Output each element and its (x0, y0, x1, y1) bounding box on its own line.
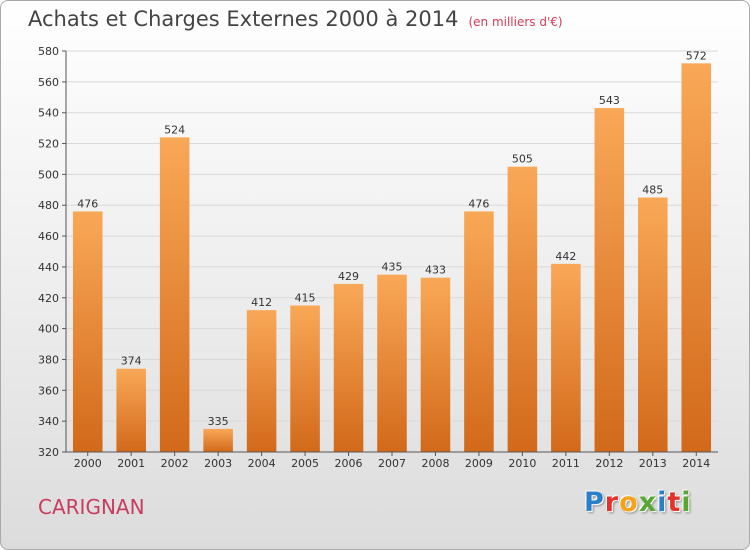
city-name: CARIGNAN (38, 495, 145, 519)
bar-2003 (203, 428, 233, 452)
chart-subtitle: (en milliers d'€) (468, 15, 563, 29)
x-tick-label-2004: 2004 (248, 457, 276, 470)
bar-2013 (638, 197, 668, 452)
data-label-2013: 485 (642, 184, 663, 197)
logo-letter: t (667, 487, 682, 518)
axis-layer (62, 50, 718, 456)
bar-2011 (551, 263, 581, 452)
bar-2004 (246, 310, 277, 452)
bar-2014 (681, 63, 712, 452)
y-tick-label: 400 (38, 323, 59, 336)
bar-2006 (333, 283, 364, 452)
bar-2007 (377, 274, 407, 452)
logo-letter: x (638, 487, 658, 518)
y-tick-label: 580 (38, 45, 59, 58)
data-label-2012: 543 (599, 94, 620, 107)
bar-2009 (464, 211, 494, 452)
proxiti-logo: Proxiti (584, 487, 692, 518)
logo-letter: i (681, 487, 692, 518)
chart-title: Achats et Charges Externes 2000 à 2014 (e… (28, 7, 563, 31)
y-tick-label: 440 (38, 261, 59, 274)
x-tick-label-2012: 2012 (595, 457, 623, 470)
data-label-2002: 524 (164, 123, 185, 136)
bar-2001 (116, 368, 146, 452)
x-tick-label-2010: 2010 (508, 457, 536, 470)
logo-letter: o (619, 487, 639, 518)
x-tick-label-2014: 2014 (682, 457, 710, 470)
y-tick-label: 540 (38, 107, 59, 120)
x-tick-label-2006: 2006 (335, 457, 363, 470)
x-tick-label-2011: 2011 (552, 457, 580, 470)
y-tick-label: 480 (38, 199, 59, 212)
label-layer: 320 340 360 380 400 420 440 460 480 500 520 540 560 5… (38, 45, 710, 470)
x-tick-label-2013: 2013 (639, 457, 667, 470)
y-tick-label: 360 (38, 384, 59, 397)
x-tick-label-2002: 2002 (161, 457, 189, 470)
y-tick-label: 340 (38, 415, 59, 428)
data-label-2014: 572 (686, 49, 707, 62)
data-label-2007: 435 (382, 261, 403, 274)
y-tick-label: 380 (38, 353, 59, 366)
y-tick-label: 520 (38, 138, 59, 151)
x-tick-label-2003: 2003 (204, 457, 232, 470)
x-tick-label-2009: 2009 (465, 457, 493, 470)
data-label-2004: 412 (251, 296, 272, 309)
logo-letter: P (584, 487, 605, 518)
y-tick-label: 420 (38, 292, 59, 305)
logo-letter: i (657, 487, 668, 518)
x-tick-label-2005: 2005 (291, 457, 319, 470)
bar-2002 (159, 137, 190, 452)
data-label-2009: 476 (468, 197, 489, 210)
x-tick-label-2001: 2001 (117, 457, 145, 470)
bar-layer (72, 63, 712, 453)
y-tick-label: 500 (38, 168, 59, 181)
x-tick-label-2000: 2000 (74, 457, 102, 470)
data-label-2000: 476 (77, 197, 98, 210)
data-label-2005: 415 (295, 291, 316, 304)
chart-title-text: Achats et Charges Externes 2000 à 2014 (28, 7, 459, 31)
data-label-2001: 374 (121, 355, 142, 368)
bar-2010 (507, 166, 538, 452)
data-label-2011: 442 (555, 250, 576, 263)
y-tick-label: 560 (38, 76, 59, 89)
y-tick-label: 460 (38, 230, 59, 243)
bar-2005 (290, 305, 320, 452)
bar-2000 (72, 211, 103, 452)
data-label-2010: 505 (512, 153, 533, 166)
bar-2008 (420, 277, 451, 452)
data-label-2003: 335 (208, 415, 229, 428)
bar-2012 (594, 108, 625, 453)
x-tick-label-2007: 2007 (378, 457, 406, 470)
x-tick-label-2008: 2008 (421, 457, 449, 470)
data-label-2006: 429 (338, 270, 359, 283)
y-tick-label: 320 (38, 446, 59, 459)
data-label-2008: 433 (425, 264, 446, 277)
logo-letter: r (604, 487, 620, 518)
